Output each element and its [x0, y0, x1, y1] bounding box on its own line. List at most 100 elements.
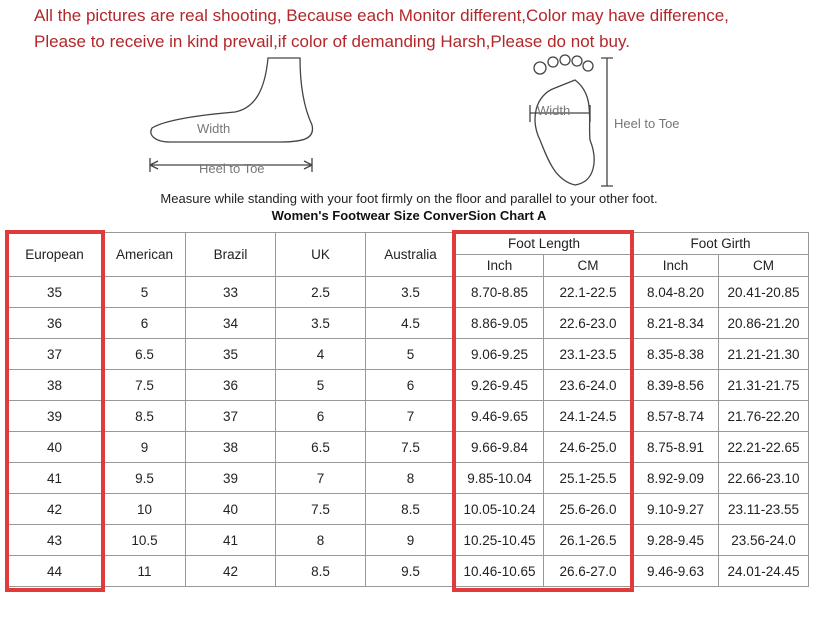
table-cell: 22.6-23.0: [543, 307, 633, 339]
size-conversion-table: European American Brazil UK Australia Fo…: [5, 232, 809, 587]
table-cell: 9.85-10.04: [455, 462, 544, 494]
table-cell: 6: [365, 369, 456, 401]
table-cell: 36: [185, 369, 276, 401]
table-cell: 42: [5, 493, 104, 525]
table-cell: 6: [103, 307, 186, 339]
table-cell: 8.57-8.74: [632, 400, 719, 432]
table-cell: 7: [365, 400, 456, 432]
table-cell: 8.35-8.38: [632, 338, 719, 370]
table-cell: 37: [5, 338, 104, 370]
table-row: 36 6 34 3.5 4.5 8.86-9.05 22.6-23.0 8.21-8.34 20…: [5, 307, 809, 339]
table-cell: 35: [185, 338, 276, 370]
table-row: 39 8.5 37 6 7 9.46-9.65 24.1-24.5 8.57-8.74 21.7…: [5, 400, 809, 432]
table-row: 35 5 33 2.5 3.5 8.70-8.85 22.1-22.5 8.04-8.20 20…: [5, 276, 809, 308]
table-cell: 24.01-24.45: [718, 555, 809, 587]
header-girth-cm: CM: [718, 254, 809, 277]
table-cell: 6: [275, 400, 366, 432]
side-width-label: Width: [197, 121, 231, 136]
table-cell: 6.5: [103, 338, 186, 370]
table-cell: 24.1-24.5: [543, 400, 633, 432]
table-cell: 10.5: [103, 524, 186, 556]
table-cell: 9.26-9.45: [455, 369, 544, 401]
table-cell: 9.5: [103, 462, 186, 494]
table-cell: 8.5: [275, 555, 366, 587]
table-cell: 23.1-23.5: [543, 338, 633, 370]
table-cell: 7: [275, 462, 366, 494]
table-cell: 5: [103, 276, 186, 308]
header-foot-girth: Foot Girth: [632, 232, 809, 255]
table-cell: 5: [275, 369, 366, 401]
header-australia: Australia: [365, 232, 456, 277]
table-cell: 20.86-21.20: [718, 307, 809, 339]
table-row: 41 9.5 39 7 8 9.85-10.04 25.1-25.5 8.92-9.09 22.…: [5, 462, 809, 494]
table-cell: 9.10-9.27: [632, 493, 719, 525]
table-cell: 8.70-8.85: [455, 276, 544, 308]
table-cell: 9.46-9.63: [632, 555, 719, 587]
table-cell: 10.05-10.24: [455, 493, 544, 525]
table-cell: 8.75-8.91: [632, 431, 719, 463]
table-cell: 8.21-8.34: [632, 307, 719, 339]
table-cell: 25.1-25.5: [543, 462, 633, 494]
table-cell: 23.11-23.55: [718, 493, 809, 525]
table-row: 38 7.5 36 5 6 9.26-9.45 23.6-24.0 8.39-8.56 21.3…: [5, 369, 809, 401]
table-cell: 23.56-24.0: [718, 524, 809, 556]
table-cell: 34: [185, 307, 276, 339]
table-cell: 37: [185, 400, 276, 432]
foot-measure-illustration: [149, 54, 613, 187]
header-american: American: [103, 232, 186, 277]
table-cell: 9.06-9.25: [455, 338, 544, 370]
table-row: 37 6.5 35 4 5 9.06-9.25 23.1-23.5 8.35-8.38 21.2…: [5, 338, 809, 370]
notice-line-2: Please to receive in kind prevail,if col…: [34, 32, 630, 51]
table-cell: 39: [185, 462, 276, 494]
table-cell: 8.5: [103, 400, 186, 432]
header-length-cm: CM: [543, 254, 633, 277]
table-cell: 22.1-22.5: [543, 276, 633, 308]
table-cell: 8.86-9.05: [455, 307, 544, 339]
table-cell: 43: [5, 524, 104, 556]
table-cell: 39: [5, 400, 104, 432]
table-cell: 9: [103, 431, 186, 463]
table-cell: 10: [103, 493, 186, 525]
table-cell: 4: [275, 338, 366, 370]
table-cell: 26.1-26.5: [543, 524, 633, 556]
table-cell: 8.92-9.09: [632, 462, 719, 494]
table-cell: 4.5: [365, 307, 456, 339]
table-cell: 35: [5, 276, 104, 308]
chart-title: Women's Footwear Size ConverSion Chart A: [271, 208, 547, 223]
table-row: 43 10.5 41 8 9 10.25-10.45 26.1-26.5 9.28-9.45 2…: [5, 524, 809, 556]
table-cell: 8.39-8.56: [632, 369, 719, 401]
table-cell: 26.6-27.0: [543, 555, 633, 587]
table-cell: 8.5: [365, 493, 456, 525]
table-cell: 10.25-10.45: [455, 524, 544, 556]
table-cell: 25.6-26.0: [543, 493, 633, 525]
table-cell: 9: [365, 524, 456, 556]
header-girth-inch: Inch: [632, 254, 719, 277]
table-cell: 9.5: [365, 555, 456, 587]
table-cell: 41: [5, 462, 104, 494]
header-foot-length: Foot Length: [455, 232, 633, 255]
side-heel-to-toe-label: Heel to Toe: [199, 161, 265, 176]
table-cell: 7.5: [103, 369, 186, 401]
sole-width-label: Width: [537, 103, 571, 118]
table-cell: 21.31-21.75: [718, 369, 809, 401]
table-cell: 42: [185, 555, 276, 587]
table-cell: 7.5: [365, 431, 456, 463]
table-cell: 40: [5, 431, 104, 463]
table-cell: 20.41-20.85: [718, 276, 809, 308]
table-cell: 5: [365, 338, 456, 370]
table-row: 44 11 42 8.5 9.5 10.46-10.65 26.6-27.0 9.46-9.6…: [5, 555, 809, 587]
table-cell: 9.28-9.45: [632, 524, 719, 556]
table-cell: 11: [103, 555, 186, 587]
table-cell: 3.5: [275, 307, 366, 339]
table-cell: 6.5: [275, 431, 366, 463]
table-cell: 3.5: [365, 276, 456, 308]
table-cell: 38: [5, 369, 104, 401]
table-cell: 22.66-23.10: [718, 462, 809, 494]
sole-heel-to-toe-label: Heel to Toe: [614, 116, 680, 131]
table-cell: 9.46-9.65: [455, 400, 544, 432]
table-cell: 9.66-9.84: [455, 431, 544, 463]
header-uk: UK: [275, 232, 366, 277]
table-cell: 24.6-25.0: [543, 431, 633, 463]
header-european: European: [5, 232, 104, 277]
table-cell: 40: [185, 493, 276, 525]
